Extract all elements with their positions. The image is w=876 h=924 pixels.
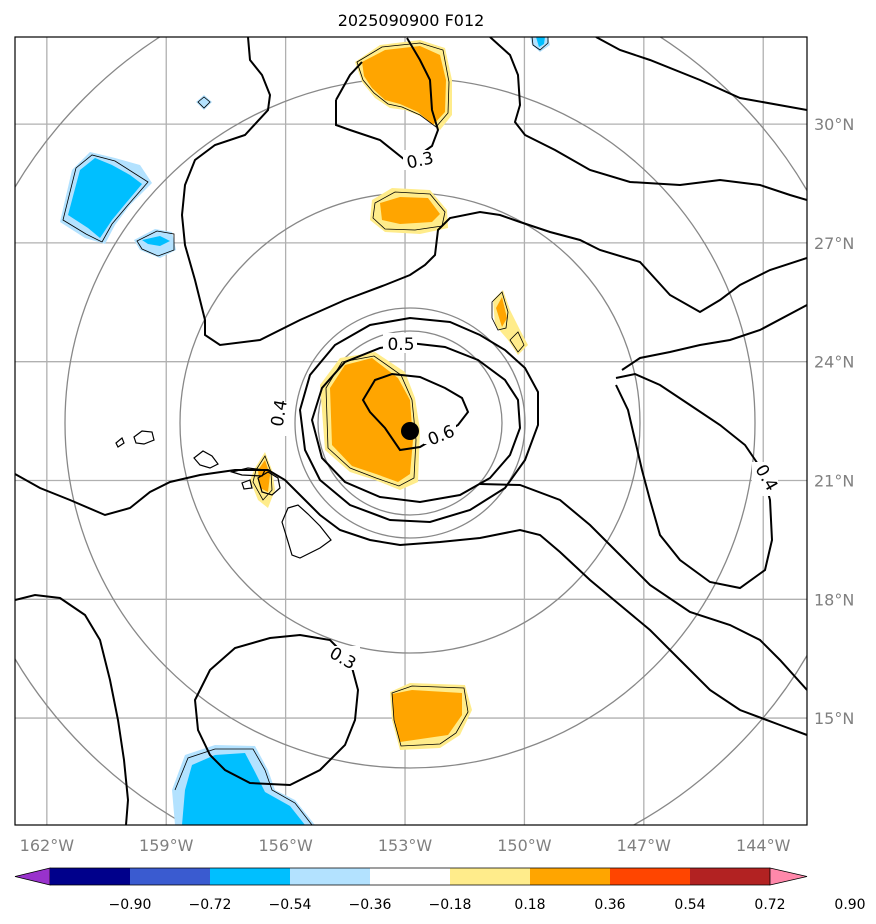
- outline-neg-top: [531, 37, 549, 51]
- contour-0.3-bottom: [193, 633, 360, 787]
- pos-region-top-mid: [362, 46, 446, 125]
- island-molokai: [229, 467, 266, 477]
- neg-region-top-mid: [536, 37, 545, 47]
- neg-region-1-mid: [68, 158, 142, 238]
- outline-neg-1: [62, 154, 149, 243]
- island-maui: [257, 471, 281, 496]
- colorbar-tick-label: −0.18: [429, 897, 472, 913]
- pos-region-2-mid: [380, 197, 440, 224]
- coastlines: [115, 430, 332, 559]
- outline-top-pos: [356, 42, 450, 128]
- contour-0.6: [361, 372, 470, 452]
- contour-0.3-top: [335, 37, 440, 161]
- range-ring-inner: [317, 330, 503, 516]
- pos-region-4-mid: [330, 358, 413, 482]
- y-tick-labels: 30°N 27°N 24°N 21°N 18°N 15°N: [814, 115, 854, 728]
- pos-region-6-mid: [392, 690, 462, 742]
- x-tick-label: 162°W: [20, 836, 75, 855]
- outline-neg-dot: [197, 96, 211, 109]
- contour-0.4-right-loop: [615, 372, 774, 590]
- colorbar-tick-label: −0.72: [189, 897, 232, 913]
- outline-neg-3: [174, 748, 313, 825]
- colorbar-segment: [530, 868, 611, 885]
- colorbar-extend-low: [14, 867, 51, 886]
- colorbar-segment: [690, 868, 771, 885]
- x-tick-label: 144°W: [736, 836, 791, 855]
- contour-labels: 0.3 0.4 0.5 0.6 0.3 0.4: [268, 148, 782, 674]
- pos-region-5-mid: [258, 460, 270, 492]
- positive-shading: [250, 40, 528, 750]
- outline-pos-5: [252, 455, 273, 501]
- contour-0.5-inner: [310, 341, 522, 504]
- colorbar-segment: [210, 868, 291, 885]
- contour-0.4-north: [180, 37, 807, 347]
- colorbar-tick-label: −0.36: [349, 897, 392, 913]
- y-tick-label: 21°N: [814, 471, 854, 490]
- colorbar-tick-label: 0.18: [514, 897, 545, 913]
- island-oahu: [193, 450, 219, 469]
- x-tick-label: 153°W: [378, 836, 433, 855]
- colorbar-tick-label: 0.36: [594, 897, 625, 913]
- outline-pos-3: [491, 291, 509, 331]
- outline-pos-4: [325, 355, 417, 487]
- neg-region-2-mid: [142, 236, 170, 246]
- contour-0.5-ring: [298, 316, 539, 524]
- island-big-island: [281, 504, 332, 559]
- contour-label-0.5: 0.5: [387, 335, 414, 355]
- outline-pos-3b: [509, 331, 525, 353]
- neg-region-3-mid: [182, 753, 305, 825]
- colorbar-segment: [50, 868, 131, 885]
- colorbar-tick-label: −0.90: [109, 897, 152, 913]
- contour-label-0.4-left: 0.4: [268, 398, 292, 428]
- map-frame: [14, 36, 808, 826]
- colorbar-tick-label: 0.90: [834, 897, 865, 913]
- outline-pos-6: [391, 685, 469, 747]
- island-kauai: [133, 430, 155, 445]
- y-tick-label: 18°N: [814, 590, 854, 609]
- contour-0.4-top-right: [595, 37, 807, 111]
- contour-left-bottom: [15, 593, 130, 825]
- range-ring-1: [294, 307, 526, 539]
- storm-center-marker: [401, 422, 419, 440]
- colorbar-border: [50, 867, 770, 886]
- colorbar-segment: [290, 868, 371, 885]
- y-tick-label: 15°N: [814, 709, 854, 728]
- x-tick-label: 147°W: [617, 836, 672, 855]
- colorbar-segment: [450, 868, 531, 885]
- colorbar-segment: [610, 868, 691, 885]
- x-tick-label: 150°W: [497, 836, 552, 855]
- colorbar-tick-label: 0.54: [674, 897, 705, 913]
- contour-0.4-right: [479, 304, 807, 691]
- colorbar: [14, 867, 808, 886]
- colorbar-segment: [130, 868, 211, 885]
- contour-0.4-left: [15, 469, 807, 736]
- shading-outlines: [62, 37, 549, 825]
- chart-title: 2025090900 F012: [338, 11, 485, 30]
- y-tick-label: 27°N: [814, 234, 854, 253]
- x-tick-labels: 162°W 159°W 156°W 153°W 150°W 147°W 144°W: [20, 836, 791, 855]
- pos-region-3-mid: [496, 297, 507, 327]
- y-tick-label: 30°N: [814, 115, 854, 134]
- x-tick-label: 159°W: [139, 836, 194, 855]
- outline-neg-2: [136, 230, 175, 257]
- colorbar-extend-high: [769, 867, 808, 886]
- colorbar-tick-labels: −0.90 −0.72 −0.54 −0.36 −0.18 0.18 0.36 0.54 0.7…: [109, 897, 866, 913]
- y-tick-label: 24°N: [814, 353, 854, 372]
- colorbar-tick-label: −0.54: [269, 897, 312, 913]
- negative-shading: [60, 37, 550, 825]
- colorbar-segment: [370, 868, 451, 885]
- island-niihau: [115, 437, 125, 448]
- x-tick-label: 156°W: [258, 836, 313, 855]
- neg-region-dot-light: [196, 95, 212, 110]
- island-lanai: [241, 479, 253, 490]
- contour-0.3-top-right: [489, 37, 807, 201]
- colorbar-tick-label: 0.72: [754, 897, 785, 913]
- contours: [15, 37, 807, 825]
